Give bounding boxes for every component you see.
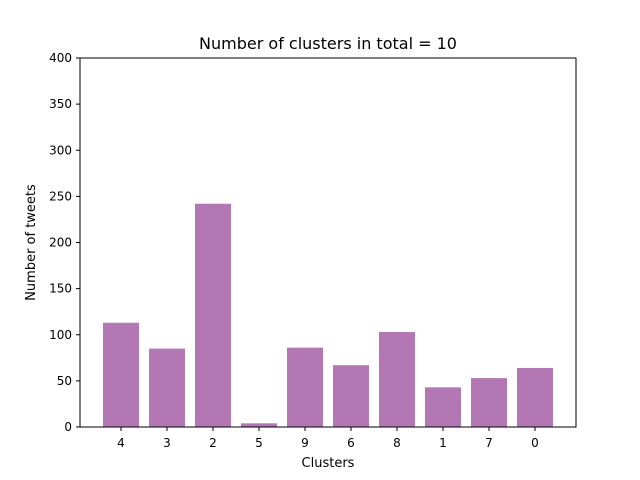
- y-tick-label: 250: [49, 189, 72, 203]
- x-tick-label: 6: [347, 436, 355, 450]
- bar-cluster-2: [195, 203, 231, 427]
- y-tick-label: 100: [49, 328, 72, 342]
- y-axis-ticks: 0 50 100 150 200 250 300 350 400: [49, 51, 80, 434]
- bar-cluster-6: [333, 365, 369, 427]
- x-tick-label: 0: [531, 436, 539, 450]
- x-tick-label: 5: [255, 436, 263, 450]
- bar-cluster-7: [471, 378, 507, 427]
- bar-cluster-9: [287, 347, 323, 427]
- y-tick-label: 300: [49, 143, 72, 157]
- bar-cluster-0: [517, 367, 553, 427]
- x-tick-label: 8: [393, 436, 401, 450]
- y-axis-label: Number of tweets: [24, 184, 39, 301]
- x-axis-label: Clusters: [302, 456, 355, 471]
- bar-cluster-1: [425, 387, 461, 427]
- x-tick-label: 1: [439, 436, 447, 450]
- y-tick-label: 400: [49, 51, 72, 65]
- bars-group: [103, 203, 553, 427]
- x-tick-label: 3: [163, 436, 171, 450]
- y-tick-label: 150: [49, 282, 72, 296]
- y-tick-label: 350: [49, 97, 72, 111]
- plot-frame: [79, 57, 577, 428]
- chart-title: Number of clusters in total = 10: [199, 34, 457, 53]
- y-tick-label: 0: [64, 420, 72, 434]
- x-tick-label: 4: [117, 436, 125, 450]
- x-tick-label: 2: [209, 436, 217, 450]
- y-tick-label: 200: [49, 236, 72, 250]
- bar-cluster-3: [149, 348, 185, 427]
- x-tick-label: 7: [485, 436, 493, 450]
- bar-cluster-8: [379, 331, 415, 427]
- y-tick-label: 50: [57, 374, 72, 388]
- x-tick-label: 9: [301, 436, 309, 450]
- x-axis-ticks: 4 3 2 5 9 6 8 1 7 0: [117, 427, 539, 450]
- bar-cluster-4: [103, 322, 139, 427]
- bar-cluster-5: [241, 423, 277, 427]
